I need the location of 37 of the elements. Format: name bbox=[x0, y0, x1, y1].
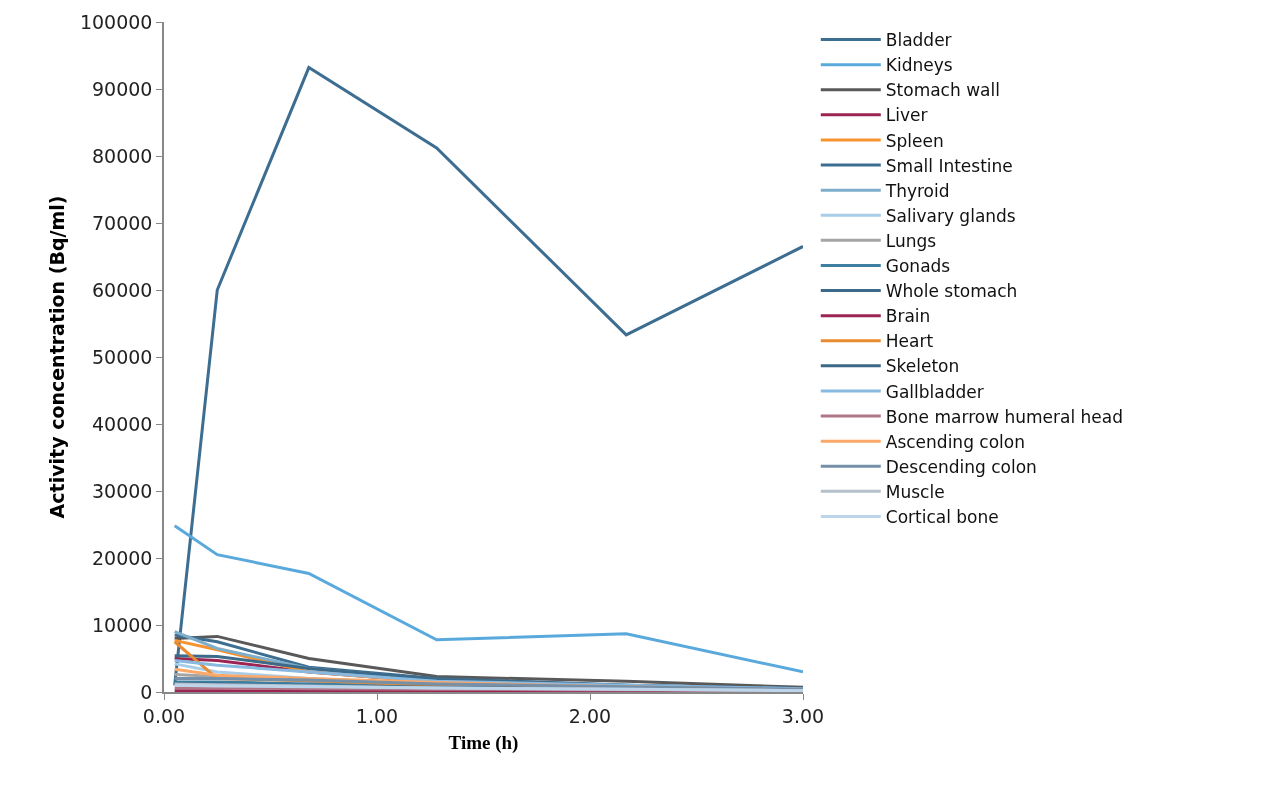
legend-label: Lungs bbox=[885, 230, 937, 251]
legend-label: Kidneys bbox=[885, 55, 953, 76]
legend-label: Bone marrow humeral head bbox=[885, 406, 1124, 427]
legend-label: Whole stomach bbox=[885, 281, 1018, 302]
y-tick-label: 0 bbox=[140, 680, 153, 703]
legend-label: Liver bbox=[885, 105, 928, 126]
x-tick-label: 0.00 bbox=[142, 704, 186, 727]
legend-label: Brain bbox=[885, 306, 931, 327]
legend-label: Salivary glands bbox=[885, 205, 1016, 226]
y-tick-label: 30000 bbox=[92, 479, 153, 502]
x-tick-label: 2.00 bbox=[568, 704, 612, 727]
y-tick-label: 20000 bbox=[92, 546, 153, 569]
y-tick-label: 60000 bbox=[92, 278, 153, 301]
legend-label: Heart bbox=[885, 331, 934, 352]
legend-label: Skeleton bbox=[885, 356, 960, 377]
y-tick-label: 80000 bbox=[92, 144, 153, 167]
y-axis-title: Activity concentration (Bq/ml) bbox=[46, 195, 69, 519]
y-tick-label: 90000 bbox=[92, 77, 153, 100]
x-tick-label: 1.00 bbox=[355, 704, 399, 727]
y-tick-label: 70000 bbox=[92, 211, 153, 234]
y-tick-label: 40000 bbox=[92, 412, 153, 435]
legend-label: Gonads bbox=[885, 256, 951, 277]
legend-label: Muscle bbox=[885, 481, 945, 502]
y-tick-label: 50000 bbox=[92, 345, 153, 368]
legend-label: Cortical bone bbox=[885, 507, 999, 528]
legend-label: Spleen bbox=[885, 130, 944, 151]
x-tick-label: 3.00 bbox=[781, 704, 825, 727]
legend-label: Gallbladder bbox=[885, 381, 984, 402]
y-tick-label: 100000 bbox=[79, 10, 153, 33]
legend-label: Descending colon bbox=[885, 456, 1037, 477]
legend-label: Bladder bbox=[885, 30, 952, 51]
legend-label: Stomach wall bbox=[885, 80, 1000, 101]
legend-label: Thyroid bbox=[884, 180, 950, 201]
x-axis-title: Time (h) bbox=[448, 731, 519, 754]
legend-label: Small Intestine bbox=[885, 155, 1013, 176]
y-tick-label: 10000 bbox=[92, 613, 153, 636]
legend-label: Ascending colon bbox=[885, 431, 1025, 452]
